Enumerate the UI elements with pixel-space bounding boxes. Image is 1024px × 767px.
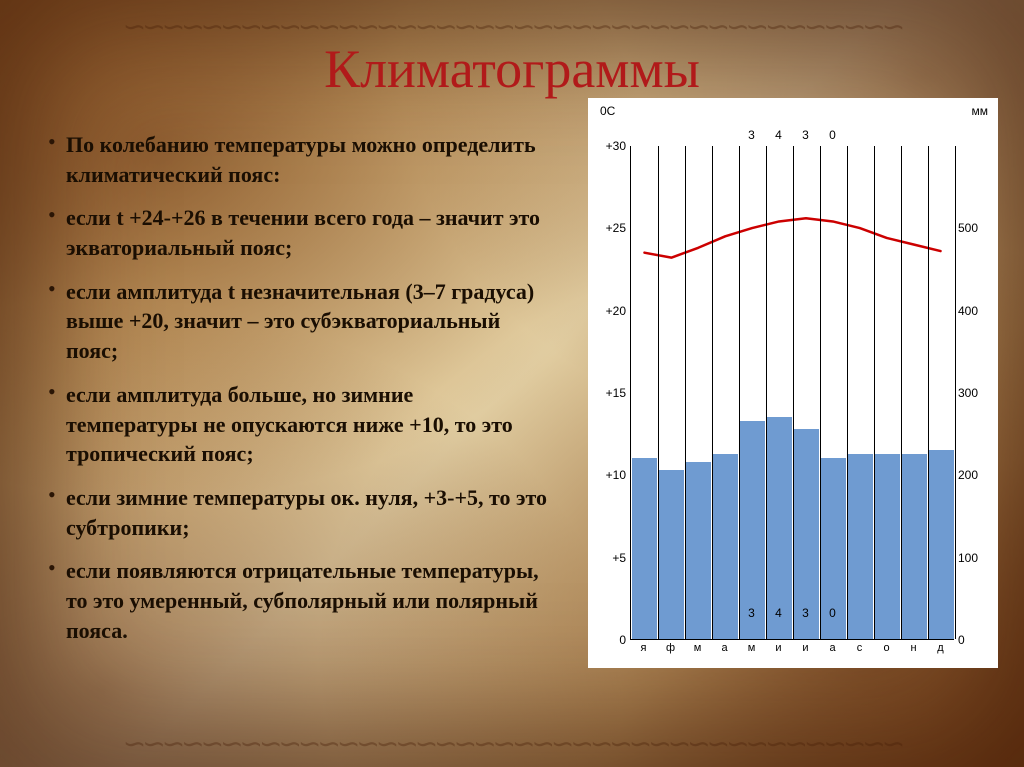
- bullet-item: •если появляются отрицательные температу…: [48, 556, 548, 645]
- month-label: н: [910, 642, 916, 654]
- top-bar-label: 4: [775, 128, 782, 142]
- ornament-bottom: ∽∽∽∽∽∽∽∽∽∽∽∽∽∽∽∽∽∽∽∽∽∽∽∽∽∽∽∽∽∽∽∽∽∽∽∽∽∽∽∽: [20, 727, 1004, 761]
- month-label: ф: [666, 642, 675, 654]
- bullet-text: если t +24-+26 в течении всего года – зн…: [66, 203, 548, 262]
- month-label: а: [829, 642, 835, 654]
- left-axis-tick-label: +25: [594, 221, 626, 235]
- bullet-item: •если зимние температуры ок. нуля, +3-+5…: [48, 483, 548, 542]
- left-axis-title: 0C: [600, 104, 615, 118]
- bullet-item: •если амплитуда t незначительная (3–7 гр…: [48, 277, 548, 366]
- bottom-value-labels: 3 4 3 0: [630, 606, 954, 622]
- right-axis-tick-label: 400: [958, 304, 992, 318]
- month-label: а: [721, 642, 727, 654]
- month-label: д: [937, 642, 943, 654]
- plot-area: [630, 146, 954, 640]
- bullet-dot-icon: •: [48, 277, 66, 366]
- climatogram-chart: 0C мм 3 4 3 0 3 4 3 0 я ф м а м и и а с о н д 0 +5 +10 +15 +2…: [588, 98, 998, 668]
- bullet-text: если зимние температуры ок. нуля, +3-+5,…: [66, 483, 548, 542]
- right-axis-tick-label: 0: [958, 633, 992, 647]
- right-axis-tick-label: 100: [958, 551, 992, 565]
- month-label: о: [883, 642, 889, 654]
- bullet-dot-icon: •: [48, 203, 66, 262]
- month-label: и: [775, 642, 781, 654]
- month-label: я: [641, 642, 647, 654]
- right-axis-tick-label: 500: [958, 221, 992, 235]
- bullet-text: По колебанию температуры можно определит…: [66, 130, 548, 189]
- bullet-text: если амплитуда t незначительная (3–7 гра…: [66, 277, 548, 366]
- month-label: м: [694, 642, 702, 654]
- bullet-list: •По колебанию температуры можно определи…: [48, 130, 548, 659]
- month-label: и: [802, 642, 808, 654]
- bullet-dot-icon: •: [48, 556, 66, 645]
- top-bar-label: 3: [748, 128, 755, 142]
- bullet-item: •если амплитуда больше, но зимние темпер…: [48, 380, 548, 469]
- month-label: м: [748, 642, 756, 654]
- top-value-labels: 3 4 3 0: [630, 128, 954, 144]
- bottom-bar-label: 4: [775, 606, 782, 620]
- top-bar-label: 3: [802, 128, 809, 142]
- left-axis-tick-label: +30: [594, 139, 626, 153]
- right-axis-title: мм: [972, 104, 989, 118]
- bottom-bar-label: 0: [829, 606, 836, 620]
- bullet-item: •По колебанию температуры можно определи…: [48, 130, 548, 189]
- grid-line: [955, 146, 956, 639]
- bullet-item: •если t +24-+26 в течении всего года – з…: [48, 203, 548, 262]
- bullet-dot-icon: •: [48, 130, 66, 189]
- left-axis-tick-label: 0: [594, 633, 626, 647]
- bullet-text: если появляются отрицательные температур…: [66, 556, 548, 645]
- left-axis-tick-label: +15: [594, 386, 626, 400]
- left-axis-tick-label: +10: [594, 468, 626, 482]
- bottom-bar-label: 3: [748, 606, 755, 620]
- bullet-text: если амплитуда больше, но зимние темпера…: [66, 380, 548, 469]
- page-title: Климатограммы: [0, 38, 1024, 100]
- bullet-dot-icon: •: [48, 380, 66, 469]
- bullet-dot-icon: •: [48, 483, 66, 542]
- month-labels: яфмамииасонд: [630, 642, 954, 658]
- right-axis-tick-label: 300: [958, 386, 992, 400]
- month-label: с: [857, 642, 863, 654]
- title-text: Климатограммы: [324, 39, 700, 99]
- left-axis-tick-label: +20: [594, 304, 626, 318]
- top-bar-label: 0: [829, 128, 836, 142]
- bottom-bar-label: 3: [802, 606, 809, 620]
- left-axis-tick-label: +5: [594, 551, 626, 565]
- right-axis-tick-label: 200: [958, 468, 992, 482]
